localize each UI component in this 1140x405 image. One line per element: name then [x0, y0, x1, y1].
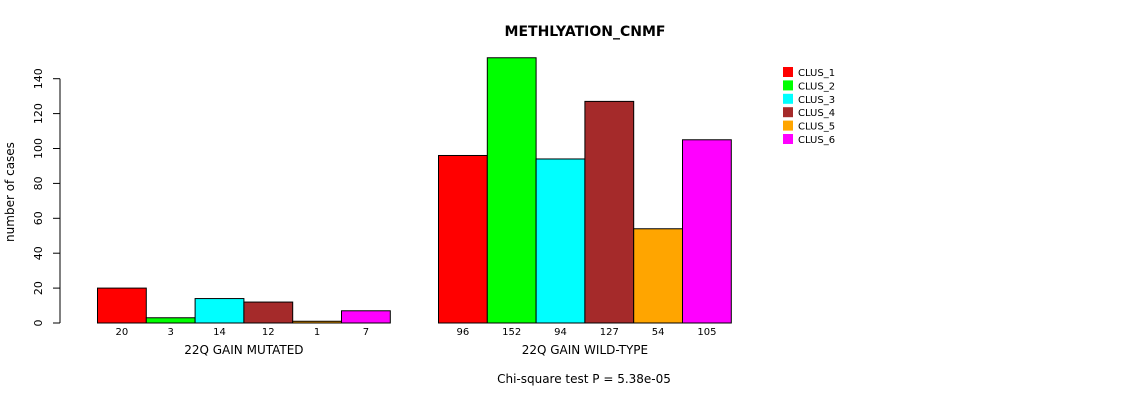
y-tick-label: 0: [32, 320, 45, 327]
group-label: 22Q GAIN WILD-TYPE: [522, 343, 648, 357]
legend-swatch: [783, 80, 793, 91]
bar-clus-2: [486, 57, 537, 324]
y-tick-label: 60: [32, 211, 45, 225]
bar-value-label: 3: [168, 327, 174, 338]
y-tick-label: 140: [32, 68, 45, 89]
y-tick-label: 20: [32, 281, 45, 295]
legend-label: CLUS_4: [798, 108, 835, 119]
bar-value-label: 127: [600, 327, 619, 338]
chart-title: METHLYATION_CNMF: [505, 24, 666, 40]
bar-value-label: 105: [697, 327, 716, 338]
bar-value-label: 152: [502, 327, 521, 338]
bar-value-label: 1: [314, 327, 320, 338]
bar-value-label: 12: [262, 327, 275, 338]
y-tick-label: 80: [32, 176, 45, 190]
bar-value-label: 96: [457, 327, 470, 338]
bar-clus-4: [243, 301, 294, 324]
bar-clus-6: [341, 310, 391, 324]
y-tick-label: 120: [32, 103, 45, 124]
bar-value-labels: 20 3 14 12 1 7 96 152 94 127 54 105: [116, 327, 717, 338]
bar-clus-4: [584, 100, 635, 324]
bars: [97, 57, 732, 324]
group-labels: 22Q GAIN MUTATED 22Q GAIN WILD-TYPE: [184, 343, 648, 357]
legend-label: CLUS_5: [798, 122, 835, 133]
bar-clus-5: [633, 228, 684, 324]
bar-clus-2: [145, 317, 196, 324]
bar-value-label: 20: [116, 327, 129, 338]
bar-clus-1: [438, 154, 488, 324]
chi-square-footnote: Chi-square test P = 5.38e-05: [497, 372, 671, 386]
legend: CLUS_1 CLUS_2 CLUS_3 CLUS_4 CLUS_5 CLUS_6: [783, 67, 835, 146]
y-tick-label: 100: [32, 138, 45, 159]
bar-value-label: 7: [363, 327, 369, 338]
y-axis: 0 20 40 60 80 100 120 140: [32, 68, 61, 327]
legend-label: CLUS_1: [798, 68, 835, 79]
legend-swatch: [783, 93, 793, 104]
legend-swatch: [783, 120, 793, 131]
legend-swatch: [783, 67, 793, 77]
legend-swatch: [783, 107, 793, 118]
bar-clus-1: [97, 287, 147, 324]
bar-value-label: 54: [652, 327, 665, 338]
bar-clus-3: [535, 158, 586, 324]
y-tick-label: 40: [32, 246, 45, 260]
bar-clus-5: [292, 320, 343, 324]
legend-label: CLUS_3: [798, 95, 835, 106]
bar-value-label: 94: [554, 327, 567, 338]
bar-value-label: 14: [213, 327, 226, 338]
legend-label: CLUS_6: [798, 135, 835, 146]
legend-swatch: [783, 134, 793, 144]
y-axis-title: number of cases: [3, 142, 17, 242]
group-label: 22Q GAIN MUTATED: [184, 343, 303, 357]
bar-clus-6: [682, 139, 732, 324]
legend-label: CLUS_2: [798, 81, 835, 92]
bar-clus-3: [194, 298, 245, 324]
